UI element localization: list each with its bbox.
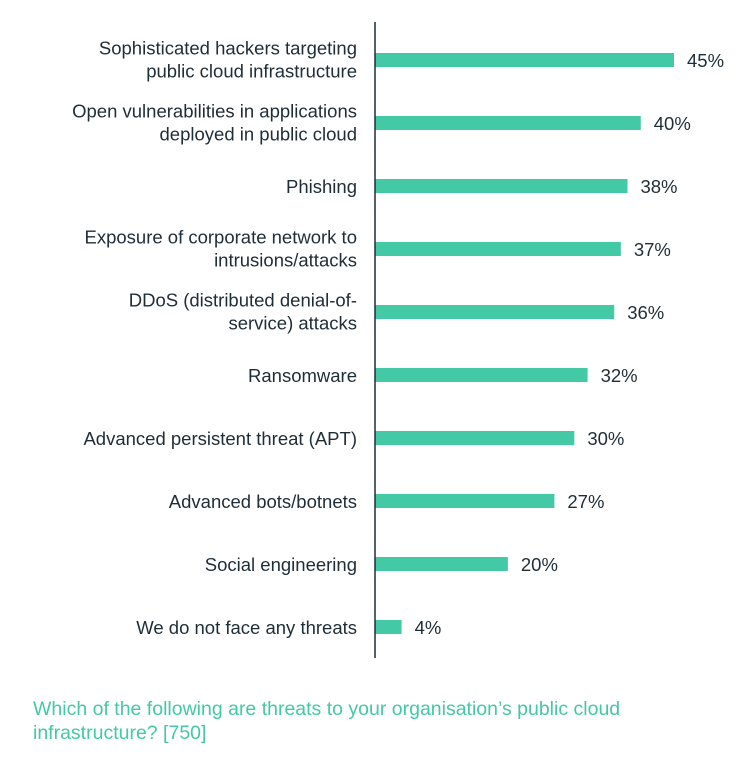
data-label: 40% (654, 113, 691, 134)
data-label: 38% (640, 176, 677, 197)
bar (375, 116, 641, 130)
category-label: Social engineering (205, 554, 357, 575)
bar (375, 494, 555, 508)
category-label: deployed in public cloud (160, 124, 357, 145)
category-label: Advanced persistent threat (APT) (83, 428, 357, 449)
bar-chart: 45% Sophisticated hackers targetingpublic… (72, 22, 724, 658)
data-label: 27% (567, 491, 604, 512)
data-label: 37% (634, 239, 671, 260)
bar (375, 305, 615, 319)
category-label: Phishing (286, 176, 357, 197)
bar (375, 620, 402, 634)
bar (375, 431, 575, 445)
data-label: 20% (521, 554, 558, 575)
bar (375, 368, 588, 382)
category-label: DDoS (distributed denial-of- (129, 290, 357, 311)
category-label: Exposure of corporate network to (84, 227, 357, 248)
survey-question: Which of the following are threats to yo… (33, 698, 621, 744)
category-label: intrusions/attacks (214, 250, 357, 271)
data-label: 45% (687, 50, 724, 71)
category-label: public cloud infrastructure (146, 61, 357, 82)
bar (375, 557, 508, 571)
category-label: Sophisticated hackers targeting (99, 38, 357, 59)
bar (375, 53, 674, 67)
data-label: 32% (601, 365, 638, 386)
data-label: 30% (587, 428, 624, 449)
data-label: 36% (627, 302, 664, 323)
bar (375, 179, 628, 193)
category-label: Ransomware (248, 365, 357, 386)
bar (375, 242, 621, 256)
data-label: 4% (415, 617, 442, 638)
category-label: service) attacks (228, 313, 357, 334)
category-label: Open vulnerabilities in applications (72, 101, 357, 122)
category-label: We do not face any threats (136, 617, 357, 638)
category-label: Advanced bots/botnets (169, 491, 357, 512)
